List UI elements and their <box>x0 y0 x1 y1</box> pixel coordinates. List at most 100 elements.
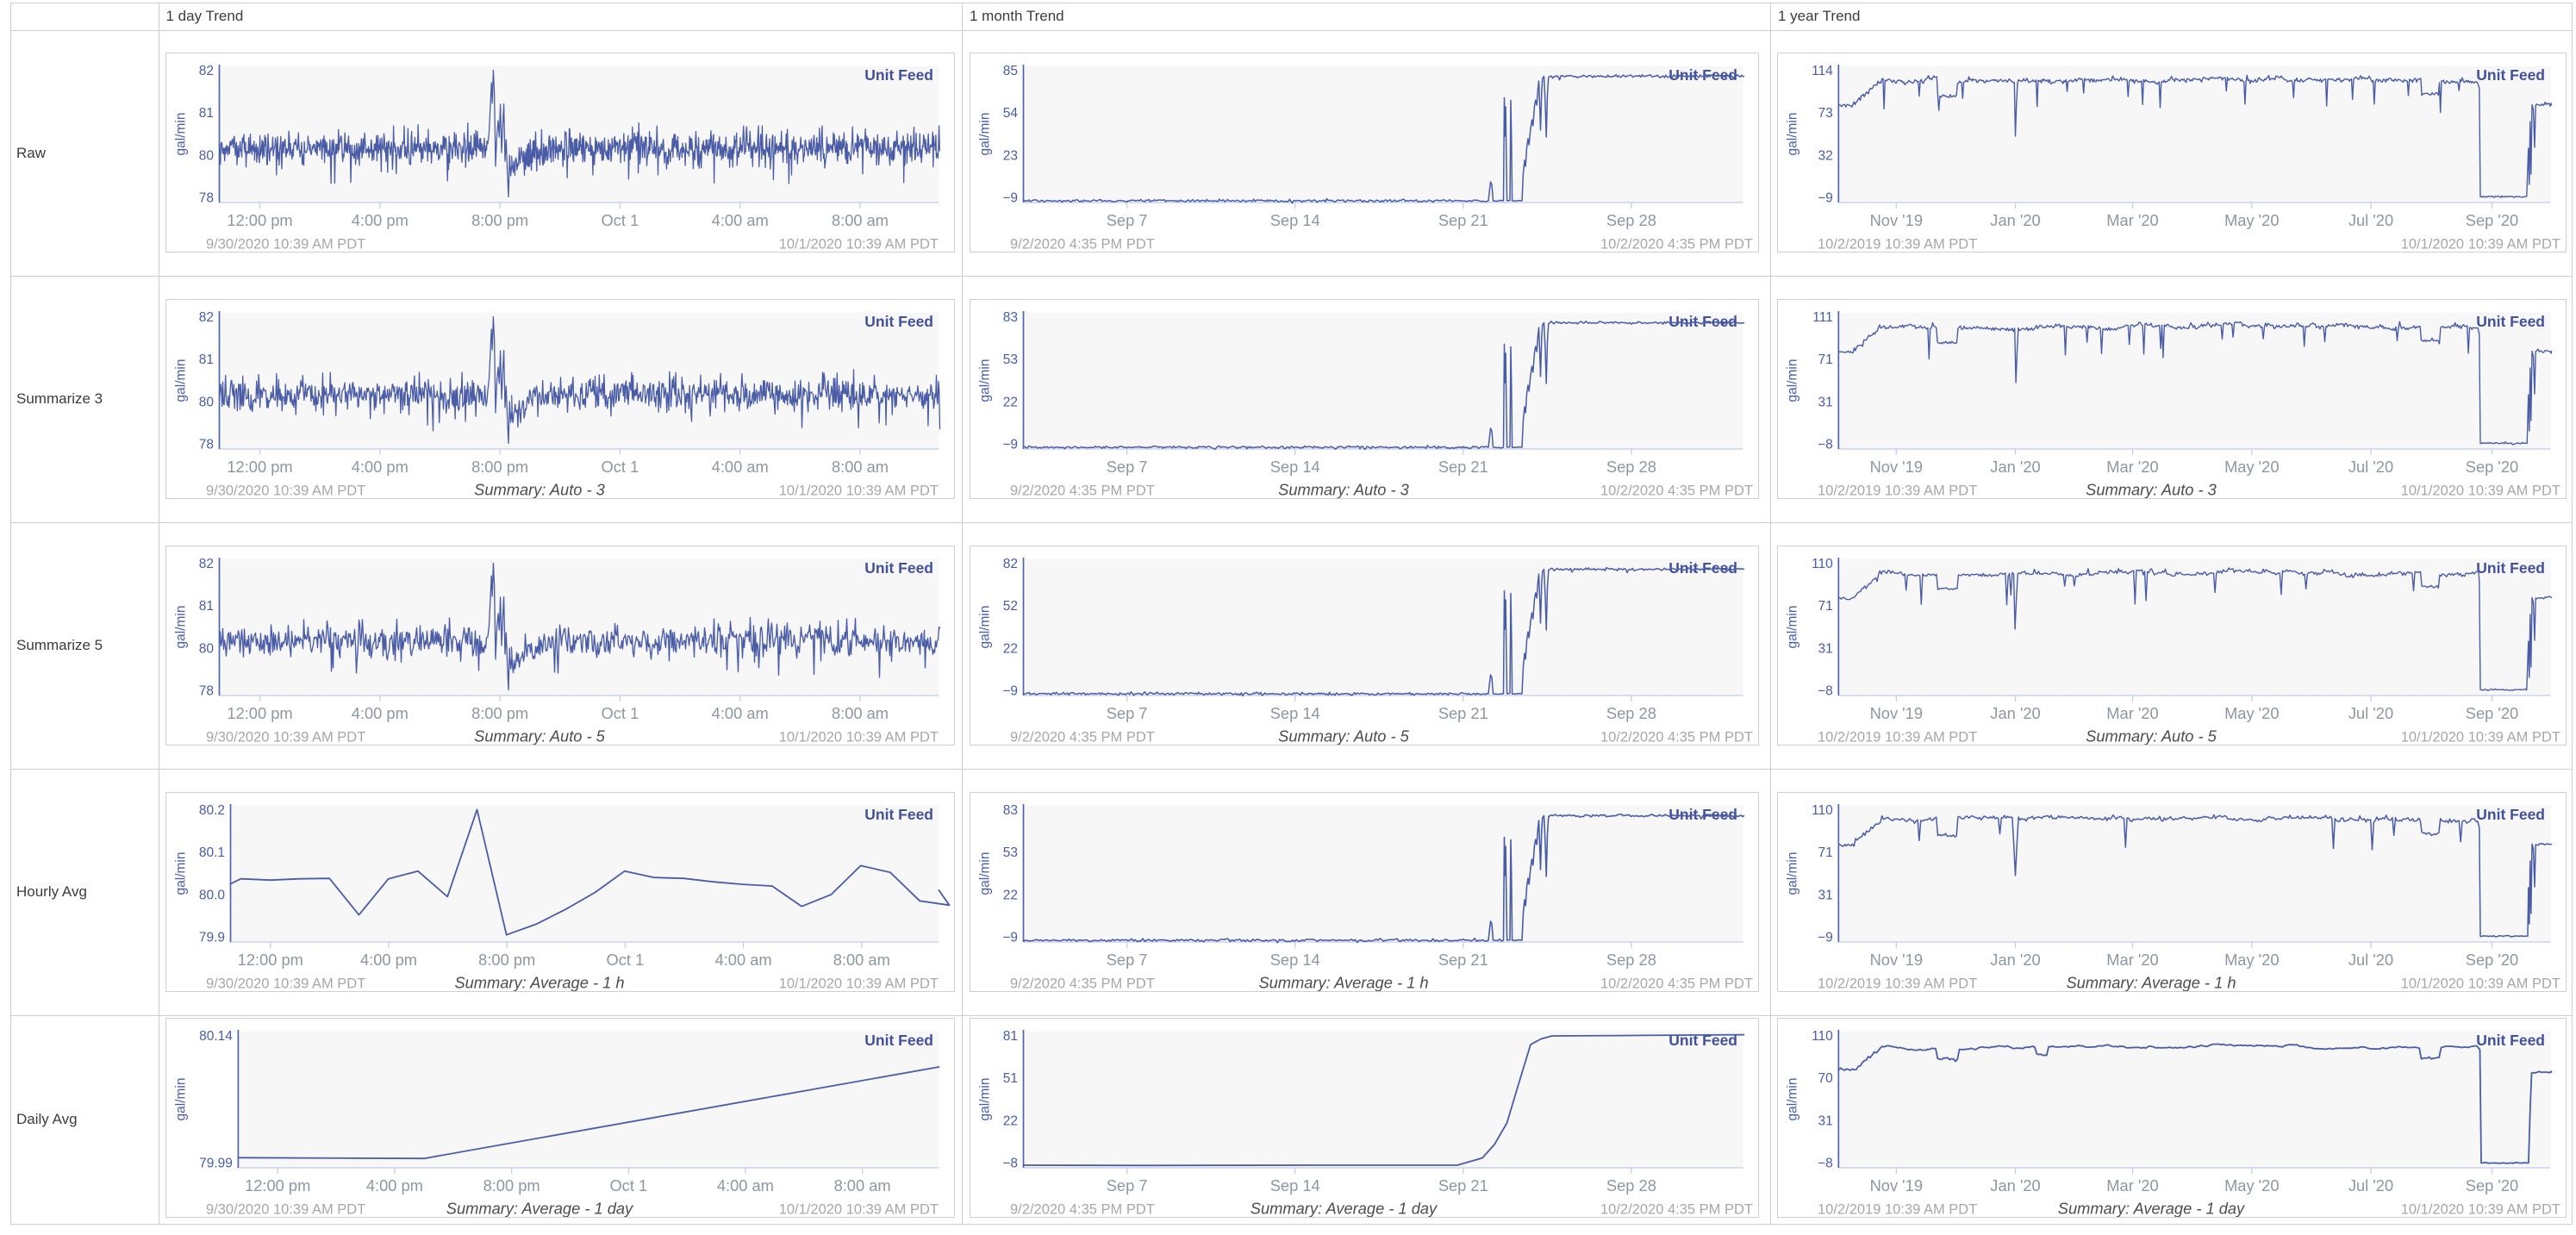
svg-text:10/2/2019 10:39 AM PDT: 10/2/2019 10:39 AM PDT <box>1818 1202 1977 1218</box>
svg-text:Sep 7: Sep 7 <box>1106 704 1147 722</box>
svg-text:Mar '20: Mar '20 <box>2106 1176 2158 1194</box>
svg-text:10/1/2020 10:39 AM PDT: 10/1/2020 10:39 AM PDT <box>778 976 938 992</box>
svg-text:Unit Feed: Unit Feed <box>2476 806 2545 823</box>
svg-text:10/1/2020 10:39 AM PDT: 10/1/2020 10:39 AM PDT <box>778 730 938 745</box>
svg-text:Oct 1: Oct 1 <box>601 211 639 229</box>
svg-text:4:00 am: 4:00 am <box>711 458 768 476</box>
svg-text:10/2/2019 10:39 AM PDT: 10/2/2019 10:39 AM PDT <box>1818 483 1977 499</box>
svg-text:10/1/2020 10:39 AM PDT: 10/1/2020 10:39 AM PDT <box>778 483 938 499</box>
svg-text:82: 82 <box>198 310 213 325</box>
svg-text:53: 53 <box>1002 352 1017 367</box>
svg-text:110: 110 <box>1812 1029 1833 1044</box>
svg-text:9/2/2020 4:35 PM PDT: 9/2/2020 4:35 PM PDT <box>1010 730 1155 745</box>
svg-text:4:00 pm: 4:00 pm <box>351 704 408 722</box>
svg-text:79.99: 79.99 <box>199 1157 233 1171</box>
svg-text:82: 82 <box>198 64 213 78</box>
svg-text:81: 81 <box>198 599 213 614</box>
svg-text:Unit Feed: Unit Feed <box>864 313 933 330</box>
svg-text:gal/min: gal/min <box>977 113 992 156</box>
svg-text:80.2: 80.2 <box>198 803 224 818</box>
svg-text:Sep 21: Sep 21 <box>1438 1176 1488 1194</box>
svg-text:Mar '20: Mar '20 <box>2106 704 2158 722</box>
svg-text:Sep 28: Sep 28 <box>1606 1176 1656 1194</box>
svg-text:Summary: Average - 1 h: Summary: Average - 1 h <box>454 974 624 992</box>
svg-text:111: 111 <box>1812 310 1833 325</box>
svg-text:Sep 7: Sep 7 <box>1106 1176 1147 1194</box>
svg-text:4:00 am: 4:00 am <box>711 704 768 722</box>
svg-text:12:00 pm: 12:00 pm <box>227 704 292 722</box>
svg-text:Sep 14: Sep 14 <box>1269 211 1319 229</box>
svg-text:80.0: 80.0 <box>198 888 225 902</box>
svg-text:−9: −9 <box>1002 684 1018 699</box>
svg-text:gal/min: gal/min <box>1785 852 1799 895</box>
svg-text:Oct 1: Oct 1 <box>609 1176 647 1194</box>
svg-text:Unit Feed: Unit Feed <box>1668 313 1737 330</box>
svg-text:May '20: May '20 <box>2224 704 2279 722</box>
svg-text:Nov '19: Nov '19 <box>1870 1176 1923 1194</box>
svg-text:Unit Feed: Unit Feed <box>2476 66 2545 84</box>
svg-text:gal/min: gal/min <box>173 1078 188 1121</box>
svg-text:Sep 14: Sep 14 <box>1269 951 1319 969</box>
svg-text:9/30/2020 10:39 AM PDT: 9/30/2020 10:39 AM PDT <box>206 976 365 992</box>
svg-text:8:00 am: 8:00 am <box>833 951 889 969</box>
svg-text:78: 78 <box>198 191 213 206</box>
svg-text:Jan '20: Jan '20 <box>1990 211 2040 229</box>
svg-text:78: 78 <box>198 438 213 452</box>
svg-text:Nov '19: Nov '19 <box>1870 458 1923 476</box>
svg-text:114: 114 <box>1812 64 1833 78</box>
svg-text:23: 23 <box>1002 148 1017 163</box>
svg-text:10/1/2020 10:39 AM PDT: 10/1/2020 10:39 AM PDT <box>2401 976 2560 992</box>
svg-text:9/30/2020 10:39 AM PDT: 9/30/2020 10:39 AM PDT <box>206 483 365 499</box>
svg-text:Unit Feed: Unit Feed <box>864 66 933 84</box>
svg-text:gal/min: gal/min <box>173 852 188 895</box>
svg-text:110: 110 <box>1812 557 1833 571</box>
svg-text:−9: −9 <box>1818 191 1833 206</box>
svg-text:Sep 28: Sep 28 <box>1606 458 1656 476</box>
svg-text:110: 110 <box>1812 803 1833 818</box>
svg-text:Sep 14: Sep 14 <box>1269 458 1319 476</box>
svg-text:Summary: Average - 1 day: Summary: Average - 1 day <box>1250 1200 1438 1218</box>
svg-text:71: 71 <box>1818 352 1833 367</box>
svg-text:81: 81 <box>198 352 213 367</box>
svg-text:gal/min: gal/min <box>173 113 188 156</box>
svg-text:Sep 14: Sep 14 <box>1269 1176 1319 1194</box>
svg-text:8:00 pm: 8:00 pm <box>471 211 528 229</box>
svg-text:10/1/2020 10:39 AM PDT: 10/1/2020 10:39 AM PDT <box>778 237 938 253</box>
svg-text:Summary: Auto - 3: Summary: Auto - 3 <box>474 481 605 499</box>
svg-text:81: 81 <box>1002 1029 1017 1044</box>
svg-text:8:00 am: 8:00 am <box>831 211 888 229</box>
svg-text:gal/min: gal/min <box>977 852 992 895</box>
svg-text:Nov '19: Nov '19 <box>1870 211 1923 229</box>
svg-text:4:00 pm: 4:00 pm <box>351 211 408 229</box>
svg-text:80.1: 80.1 <box>198 845 224 860</box>
svg-text:Mar '20: Mar '20 <box>2106 211 2158 229</box>
svg-text:83: 83 <box>1002 310 1017 325</box>
svg-text:52: 52 <box>1002 599 1017 614</box>
svg-text:Sep '20: Sep '20 <box>2466 211 2518 229</box>
svg-text:Sep '20: Sep '20 <box>2466 458 2518 476</box>
svg-text:12:00 pm: 12:00 pm <box>237 951 303 969</box>
svg-text:9/30/2020 10:39 AM PDT: 9/30/2020 10:39 AM PDT <box>206 730 365 745</box>
svg-text:10/1/2020 10:39 AM PDT: 10/1/2020 10:39 AM PDT <box>778 1202 938 1218</box>
svg-text:Jan '20: Jan '20 <box>1990 1176 2040 1194</box>
svg-text:9/30/2020 10:39 AM PDT: 9/30/2020 10:39 AM PDT <box>206 237 365 253</box>
svg-text:10/2/2019 10:39 AM PDT: 10/2/2019 10:39 AM PDT <box>1818 976 1977 992</box>
svg-text:8:00 pm: 8:00 pm <box>471 458 528 476</box>
svg-text:9/2/2020 4:35 PM PDT: 9/2/2020 4:35 PM PDT <box>1010 976 1155 992</box>
svg-text:Jan '20: Jan '20 <box>1990 951 2040 969</box>
svg-text:Summary: Average - 1 h: Summary: Average - 1 h <box>1258 974 1428 992</box>
svg-text:−9: −9 <box>1002 191 1018 206</box>
svg-text:May '20: May '20 <box>2224 951 2279 969</box>
svg-text:8:00 pm: 8:00 pm <box>478 951 535 969</box>
svg-text:Sep 21: Sep 21 <box>1438 211 1488 229</box>
svg-text:80.14: 80.14 <box>199 1029 233 1044</box>
svg-text:Mar '20: Mar '20 <box>2106 951 2158 969</box>
svg-text:Summary: Auto - 5: Summary: Auto - 5 <box>474 727 606 745</box>
svg-text:51: 51 <box>1002 1071 1017 1086</box>
svg-text:gal/min: gal/min <box>977 606 992 649</box>
svg-text:80: 80 <box>198 395 214 409</box>
svg-text:10/1/2020 10:39 AM PDT: 10/1/2020 10:39 AM PDT <box>2401 1202 2560 1218</box>
svg-text:Sep 28: Sep 28 <box>1606 704 1656 722</box>
svg-text:gal/min: gal/min <box>173 359 188 402</box>
svg-text:Summary: Average - 1 day: Summary: Average - 1 day <box>446 1200 633 1218</box>
